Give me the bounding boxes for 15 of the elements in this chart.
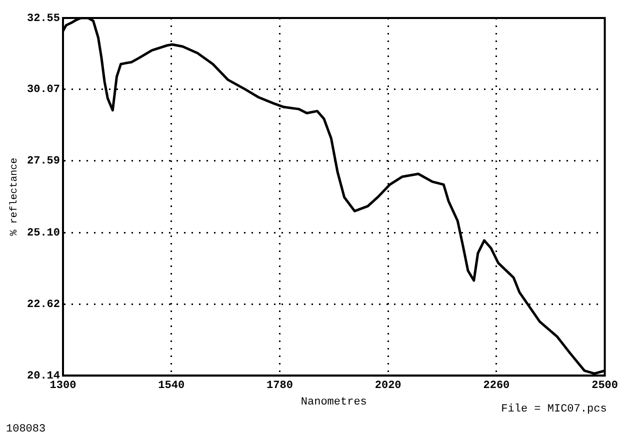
y-tick-label: 22.62 bbox=[26, 298, 60, 311]
text: 108083 bbox=[6, 424, 46, 436]
x-tick-label: 1540 bbox=[158, 380, 185, 392]
y-tick-label: 32.55 bbox=[26, 12, 60, 25]
y-tick-label: 30.07 bbox=[26, 84, 60, 96]
x-tick-label: 2260 bbox=[483, 380, 510, 392]
x-tick-label: 1780 bbox=[266, 380, 293, 392]
x-tick-label: 1300 bbox=[50, 380, 76, 392]
y-tick-label: 25.10 bbox=[26, 227, 60, 240]
x-tick-label: 2020 bbox=[374, 380, 402, 392]
x-tick-label: 2500 bbox=[592, 380, 618, 392]
y-axis-title: % reflectance bbox=[8, 158, 21, 236]
y-tick-label: 27.59 bbox=[26, 156, 60, 168]
x-axis-title: Nanometres bbox=[300, 396, 367, 408]
text: File = MIC07.pcs bbox=[501, 404, 607, 416]
